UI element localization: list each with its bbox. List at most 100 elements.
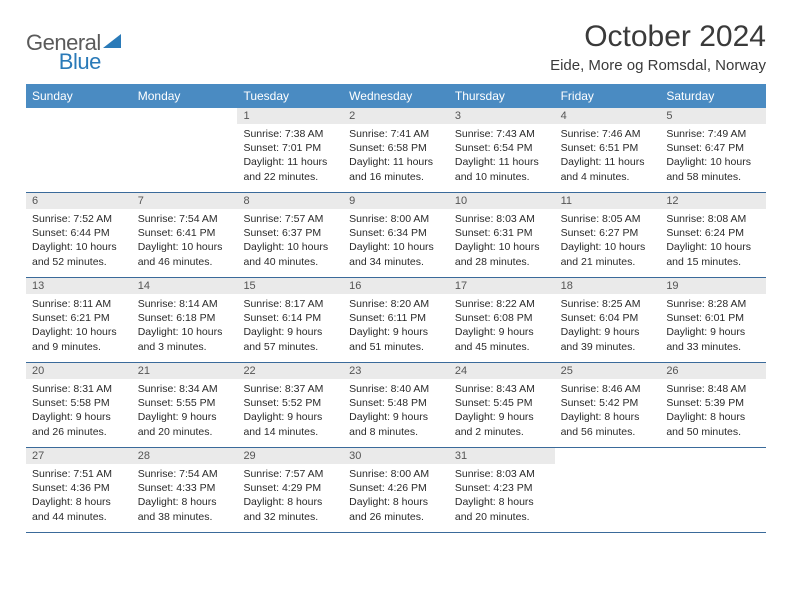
day-cell: 27Sunrise: 7:51 AMSunset: 4:36 PMDayligh… bbox=[26, 448, 132, 532]
sunset-text: Sunset: 6:11 PM bbox=[349, 311, 443, 325]
daylight-text: Daylight: 10 hours and 9 minutes. bbox=[32, 325, 126, 353]
day-cell: 24Sunrise: 8:43 AMSunset: 5:45 PMDayligh… bbox=[449, 363, 555, 447]
day-body: Sunrise: 8:08 AMSunset: 6:24 PMDaylight:… bbox=[660, 209, 766, 275]
day-number: 31 bbox=[449, 448, 555, 464]
sunset-text: Sunset: 5:42 PM bbox=[561, 396, 655, 410]
day-cell: 8Sunrise: 7:57 AMSunset: 6:37 PMDaylight… bbox=[237, 193, 343, 277]
sunset-text: Sunset: 6:14 PM bbox=[243, 311, 337, 325]
day-body: Sunrise: 7:43 AMSunset: 6:54 PMDaylight:… bbox=[449, 124, 555, 190]
week-row: 20Sunrise: 8:31 AMSunset: 5:58 PMDayligh… bbox=[26, 363, 766, 448]
day-body: Sunrise: 8:03 AMSunset: 4:23 PMDaylight:… bbox=[449, 464, 555, 530]
sunrise-text: Sunrise: 8:28 AM bbox=[666, 297, 760, 311]
daylight-text: Daylight: 8 hours and 50 minutes. bbox=[666, 410, 760, 438]
daylight-text: Daylight: 10 hours and 34 minutes. bbox=[349, 240, 443, 268]
title-block: October 2024 Eide, More og Romsdal, Norw… bbox=[550, 20, 766, 74]
sunrise-text: Sunrise: 8:03 AM bbox=[455, 212, 549, 226]
sunrise-text: Sunrise: 7:51 AM bbox=[32, 467, 126, 481]
day-cell: 28Sunrise: 7:54 AMSunset: 4:33 PMDayligh… bbox=[132, 448, 238, 532]
day-cell: 20Sunrise: 8:31 AMSunset: 5:58 PMDayligh… bbox=[26, 363, 132, 447]
sunset-text: Sunset: 4:26 PM bbox=[349, 481, 443, 495]
day-cell: 13Sunrise: 8:11 AMSunset: 6:21 PMDayligh… bbox=[26, 278, 132, 362]
daylight-text: Daylight: 11 hours and 10 minutes. bbox=[455, 155, 549, 183]
day-cell: 4Sunrise: 7:46 AMSunset: 6:51 PMDaylight… bbox=[555, 108, 661, 192]
day-body: Sunrise: 7:57 AMSunset: 6:37 PMDaylight:… bbox=[237, 209, 343, 275]
day-number: 7 bbox=[132, 193, 238, 209]
day-body: Sunrise: 8:05 AMSunset: 6:27 PMDaylight:… bbox=[555, 209, 661, 275]
sunset-text: Sunset: 6:08 PM bbox=[455, 311, 549, 325]
daylight-text: Daylight: 9 hours and 20 minutes. bbox=[138, 410, 232, 438]
day-number: 6 bbox=[26, 193, 132, 209]
day-cell: 11Sunrise: 8:05 AMSunset: 6:27 PMDayligh… bbox=[555, 193, 661, 277]
daylight-text: Daylight: 8 hours and 26 minutes. bbox=[349, 495, 443, 523]
day-body: Sunrise: 8:40 AMSunset: 5:48 PMDaylight:… bbox=[343, 379, 449, 445]
sunrise-text: Sunrise: 7:43 AM bbox=[455, 127, 549, 141]
sunset-text: Sunset: 6:41 PM bbox=[138, 226, 232, 240]
logo-text-blue: Blue bbox=[59, 49, 101, 75]
sunset-text: Sunset: 6:34 PM bbox=[349, 226, 443, 240]
day-body: Sunrise: 7:49 AMSunset: 6:47 PMDaylight:… bbox=[660, 124, 766, 190]
sunset-text: Sunset: 6:01 PM bbox=[666, 311, 760, 325]
sunrise-text: Sunrise: 8:17 AM bbox=[243, 297, 337, 311]
logo-triangle-icon bbox=[103, 32, 123, 55]
day-body: Sunrise: 7:46 AMSunset: 6:51 PMDaylight:… bbox=[555, 124, 661, 190]
day-number: 5 bbox=[660, 108, 766, 124]
sunset-text: Sunset: 6:47 PM bbox=[666, 141, 760, 155]
day-cell: . bbox=[555, 448, 661, 532]
day-cell: . bbox=[26, 108, 132, 192]
daylight-text: Daylight: 9 hours and 8 minutes. bbox=[349, 410, 443, 438]
sunset-text: Sunset: 6:04 PM bbox=[561, 311, 655, 325]
sunrise-text: Sunrise: 7:46 AM bbox=[561, 127, 655, 141]
sunrise-text: Sunrise: 8:05 AM bbox=[561, 212, 655, 226]
daylight-text: Daylight: 10 hours and 3 minutes. bbox=[138, 325, 232, 353]
day-cell: 17Sunrise: 8:22 AMSunset: 6:08 PMDayligh… bbox=[449, 278, 555, 362]
day-number: 28 bbox=[132, 448, 238, 464]
sunset-text: Sunset: 4:29 PM bbox=[243, 481, 337, 495]
daylight-text: Daylight: 10 hours and 15 minutes. bbox=[666, 240, 760, 268]
day-cell: 22Sunrise: 8:37 AMSunset: 5:52 PMDayligh… bbox=[237, 363, 343, 447]
location-subtitle: Eide, More og Romsdal, Norway bbox=[550, 57, 766, 74]
day-body: Sunrise: 7:52 AMSunset: 6:44 PMDaylight:… bbox=[26, 209, 132, 275]
sunrise-text: Sunrise: 8:00 AM bbox=[349, 467, 443, 481]
day-number: 23 bbox=[343, 363, 449, 379]
sunrise-text: Sunrise: 8:37 AM bbox=[243, 382, 337, 396]
sunrise-text: Sunrise: 7:54 AM bbox=[138, 212, 232, 226]
sunrise-text: Sunrise: 7:38 AM bbox=[243, 127, 337, 141]
day-cell: 10Sunrise: 8:03 AMSunset: 6:31 PMDayligh… bbox=[449, 193, 555, 277]
day-header: Friday bbox=[555, 84, 661, 108]
day-header: Sunday bbox=[26, 84, 132, 108]
day-number: 27 bbox=[26, 448, 132, 464]
week-row: 27Sunrise: 7:51 AMSunset: 4:36 PMDayligh… bbox=[26, 448, 766, 533]
sunrise-text: Sunrise: 8:08 AM bbox=[666, 212, 760, 226]
sunset-text: Sunset: 5:58 PM bbox=[32, 396, 126, 410]
sunset-text: Sunset: 5:52 PM bbox=[243, 396, 337, 410]
day-cell: 7Sunrise: 7:54 AMSunset: 6:41 PMDaylight… bbox=[132, 193, 238, 277]
sunset-text: Sunset: 6:51 PM bbox=[561, 141, 655, 155]
sunrise-text: Sunrise: 8:34 AM bbox=[138, 382, 232, 396]
day-number: 10 bbox=[449, 193, 555, 209]
calendar-table: SundayMondayTuesdayWednesdayThursdayFrid… bbox=[26, 84, 766, 533]
daylight-text: Daylight: 9 hours and 33 minutes. bbox=[666, 325, 760, 353]
daylight-text: Daylight: 10 hours and 58 minutes. bbox=[666, 155, 760, 183]
day-cell: 23Sunrise: 8:40 AMSunset: 5:48 PMDayligh… bbox=[343, 363, 449, 447]
day-body: Sunrise: 8:48 AMSunset: 5:39 PMDaylight:… bbox=[660, 379, 766, 445]
day-body: Sunrise: 8:46 AMSunset: 5:42 PMDaylight:… bbox=[555, 379, 661, 445]
week-row: 13Sunrise: 8:11 AMSunset: 6:21 PMDayligh… bbox=[26, 278, 766, 363]
sunrise-text: Sunrise: 8:20 AM bbox=[349, 297, 443, 311]
daylight-text: Daylight: 10 hours and 40 minutes. bbox=[243, 240, 337, 268]
day-header: Wednesday bbox=[343, 84, 449, 108]
daylight-text: Daylight: 8 hours and 20 minutes. bbox=[455, 495, 549, 523]
sunset-text: Sunset: 4:23 PM bbox=[455, 481, 549, 495]
sunrise-text: Sunrise: 8:11 AM bbox=[32, 297, 126, 311]
day-cell: 21Sunrise: 8:34 AMSunset: 5:55 PMDayligh… bbox=[132, 363, 238, 447]
day-number: 19 bbox=[660, 278, 766, 294]
sunset-text: Sunset: 6:21 PM bbox=[32, 311, 126, 325]
day-cell: . bbox=[132, 108, 238, 192]
daylight-text: Daylight: 9 hours and 14 minutes. bbox=[243, 410, 337, 438]
daylight-text: Daylight: 11 hours and 16 minutes. bbox=[349, 155, 443, 183]
sunset-text: Sunset: 5:45 PM bbox=[455, 396, 549, 410]
daylight-text: Daylight: 9 hours and 2 minutes. bbox=[455, 410, 549, 438]
sunset-text: Sunset: 5:48 PM bbox=[349, 396, 443, 410]
sunset-text: Sunset: 7:01 PM bbox=[243, 141, 337, 155]
sunrise-text: Sunrise: 8:25 AM bbox=[561, 297, 655, 311]
day-cell: 5Sunrise: 7:49 AMSunset: 6:47 PMDaylight… bbox=[660, 108, 766, 192]
